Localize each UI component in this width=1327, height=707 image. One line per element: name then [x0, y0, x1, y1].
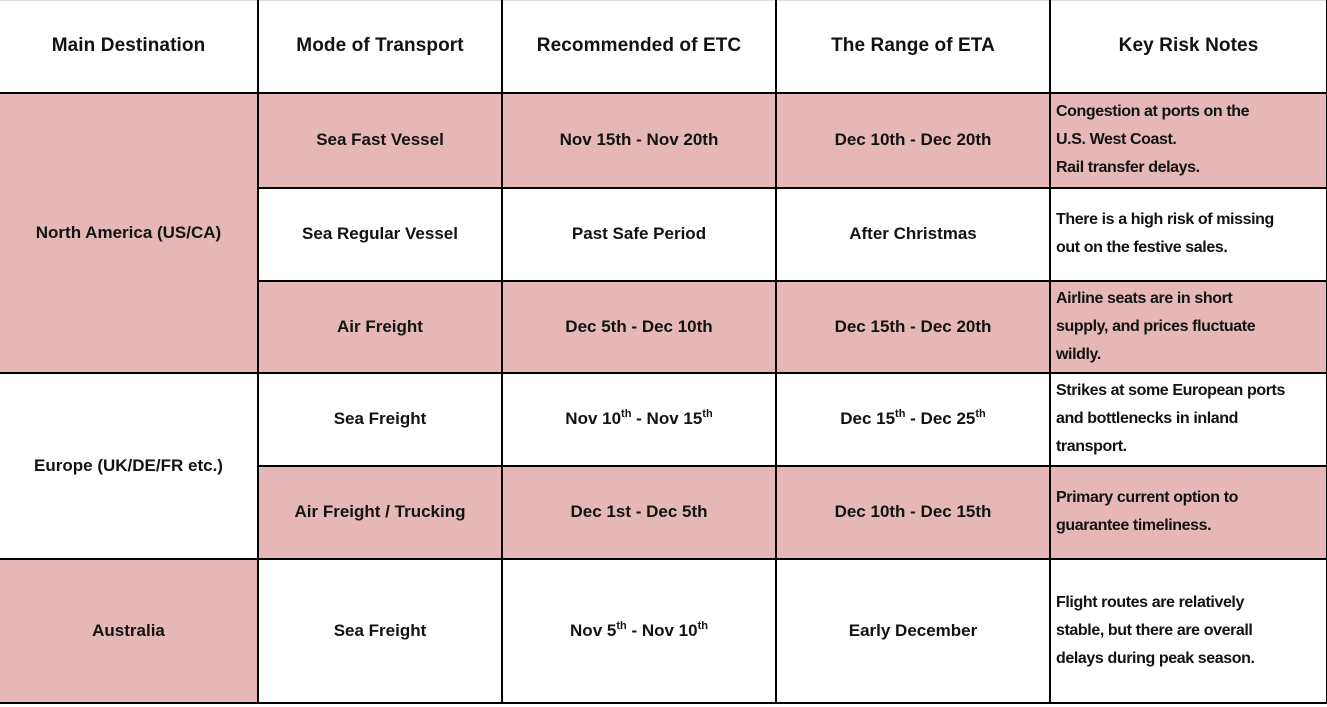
table-row: Air Freight Dec 5th - Dec 10th Dec 15th …	[0, 279, 1327, 374]
column-header-main-destination: Main Destination	[0, 0, 259, 94]
ordinal-superscript: th	[895, 408, 906, 420]
risk-note-cell: Congestion at ports on the U.S. West Coa…	[1049, 91, 1327, 189]
mode-cell: Sea Freight	[257, 557, 503, 704]
ordinal-superscript: th	[697, 619, 708, 632]
ordinal-superscript: th	[621, 408, 632, 420]
table-row: Europe (UK/DE/FR etc.) Sea Freight Nov 1…	[0, 371, 1327, 560]
eta-cell: Dec 15th - Dec 25th	[775, 371, 1051, 467]
mode-cell: Sea Regular Vessel	[257, 186, 503, 282]
destination-cell-australia: Australia	[0, 557, 259, 704]
table-header-row: Main Destination Mode of Transport Recom…	[0, 0, 1327, 94]
eta-cell: Dec 10th - Dec 15th	[775, 464, 1051, 560]
column-header-recommended-etc: Recommended of ETC	[501, 0, 777, 94]
risk-note-cell: Airline seats are in short supply, and p…	[1049, 279, 1327, 374]
ordinal-superscript: th	[975, 408, 986, 420]
etc-cell: Dec 5th - Dec 10th	[501, 279, 777, 374]
mode-cell: Air Freight	[257, 279, 503, 374]
table-row: Australia Sea Freight Nov 5th - Nov 10th…	[0, 557, 1327, 704]
etc-cell: Past Safe Period	[501, 186, 777, 282]
table-row: Air Freight / Trucking Dec 1st - Dec 5th…	[0, 464, 1327, 560]
risk-note-cell: Strikes at some European ports and bottl…	[1049, 371, 1327, 467]
eta-cell: Dec 10th - Dec 20th	[775, 91, 1051, 189]
column-header-mode-of-transport: Mode of Transport	[257, 0, 503, 94]
destination-cell-europe: Europe (UK/DE/FR etc.)	[0, 371, 259, 560]
etc-cell: Nov 15th - Nov 20th	[501, 91, 777, 189]
mode-cell: Air Freight / Trucking	[257, 464, 503, 560]
column-header-key-risk-notes: Key Risk Notes	[1049, 0, 1327, 94]
etc-cell: Nov 5th - Nov 10th	[501, 557, 777, 704]
risk-note-cell: Primary current option to guarantee time…	[1049, 464, 1327, 560]
destination-cell-north-america: North America (US/CA)	[0, 91, 259, 374]
etc-cell: Nov 10th - Nov 15th	[501, 371, 777, 467]
etc-cell: Dec 1st - Dec 5th	[501, 464, 777, 560]
risk-note-cell: Flight routes are relatively stable, but…	[1049, 557, 1327, 704]
eta-cell: After Christmas	[775, 186, 1051, 282]
table-row: North America (US/CA) Sea Fast Vessel No…	[0, 91, 1327, 374]
column-header-range-of-eta: The Range of ETA	[775, 0, 1051, 94]
risk-note-cell: There is a high risk of missing out on t…	[1049, 186, 1327, 282]
ordinal-superscript: th	[616, 619, 627, 632]
eta-cell: Dec 15th - Dec 20th	[775, 279, 1051, 374]
mode-cell: Sea Fast Vessel	[257, 91, 503, 189]
mode-cell: Sea Freight	[257, 371, 503, 467]
eta-cell: Early December	[775, 557, 1051, 704]
table-row: Sea Regular Vessel Past Safe Period Afte…	[0, 186, 1327, 282]
ordinal-superscript: th	[702, 408, 713, 420]
